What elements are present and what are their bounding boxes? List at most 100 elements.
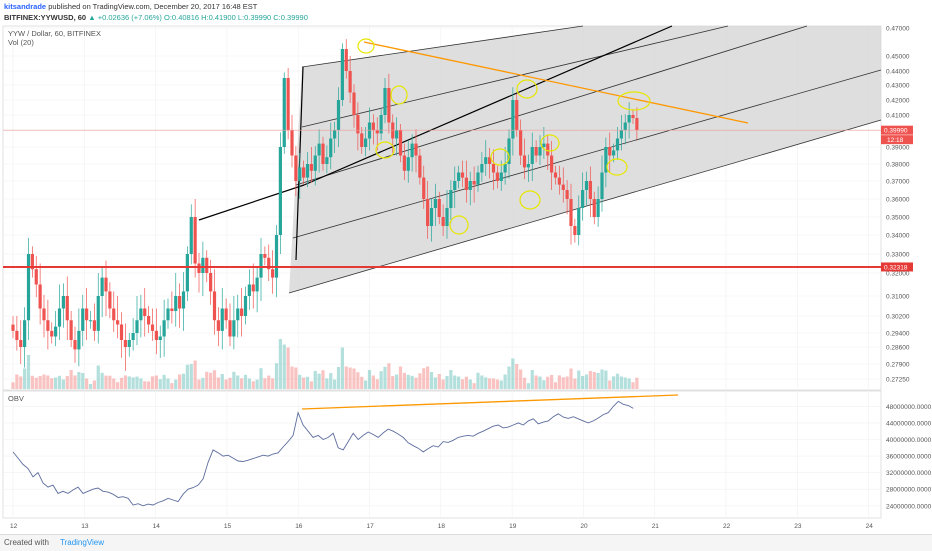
volume-bar bbox=[584, 374, 589, 389]
candle-body bbox=[453, 181, 457, 190]
price-tick-label: 0.45000 bbox=[886, 54, 910, 61]
candle-body bbox=[581, 190, 585, 208]
candle-body bbox=[519, 130, 523, 156]
volume-bar bbox=[282, 344, 286, 389]
volume-bar bbox=[429, 372, 434, 389]
volume-bar bbox=[131, 377, 135, 389]
candle-body bbox=[596, 199, 600, 217]
candle-body bbox=[278, 147, 282, 235]
volume-bar bbox=[69, 370, 73, 389]
publish-header: kitsandrade published on TradingView.com… bbox=[0, 0, 932, 26]
candle-body bbox=[356, 115, 360, 134]
price-tick-label: 0.41000 bbox=[886, 113, 910, 120]
symbol-label: BITFINEX:YYWUSD, 60 bbox=[4, 13, 87, 22]
volume-bar bbox=[398, 366, 403, 389]
publish-info: published on TradingView.com, December 2… bbox=[48, 2, 258, 11]
candle-body bbox=[476, 172, 480, 185]
candle-body bbox=[565, 190, 569, 199]
tradingview-logo-link[interactable]: TradingView bbox=[60, 538, 105, 547]
volume-bar bbox=[108, 375, 112, 389]
candle-body bbox=[340, 49, 344, 100]
candle-body bbox=[220, 308, 224, 331]
countdown-badge bbox=[881, 135, 913, 145]
volume-bar bbox=[236, 375, 240, 389]
obv-trendline bbox=[301, 394, 679, 410]
volume-bar bbox=[205, 371, 209, 389]
volume-bar bbox=[271, 378, 275, 389]
volume-bar bbox=[522, 377, 527, 389]
price-axis[interactable]: 0.47000 0.45000 0.44000 0.43000 0.42000 0.410… bbox=[886, 26, 910, 384]
candle-body bbox=[216, 320, 220, 331]
volume-bar bbox=[313, 370, 317, 389]
volume-bar bbox=[379, 371, 383, 389]
volume-bar bbox=[317, 373, 321, 389]
candle-body bbox=[119, 324, 124, 340]
volume-bar bbox=[65, 376, 69, 389]
countdown-label: 12:18 bbox=[887, 137, 904, 144]
price-tick-label: 0.38000 bbox=[886, 162, 910, 169]
volume-bar bbox=[627, 378, 631, 389]
candle-body bbox=[503, 164, 507, 173]
volume-bar bbox=[534, 375, 538, 389]
volume-bar bbox=[433, 377, 437, 389]
candle-body bbox=[274, 235, 279, 278]
obv-axis[interactable]: 48000000.0000 44000000.0000 40000000.0000 3… bbox=[886, 404, 932, 510]
last-price-label: 0.39990 bbox=[884, 128, 908, 135]
candle-body bbox=[69, 320, 73, 340]
candle-body bbox=[588, 181, 592, 199]
price-tick-label: 0.27250 bbox=[886, 377, 910, 384]
volume-bar bbox=[418, 373, 422, 389]
candle-body bbox=[255, 277, 259, 292]
candle-body bbox=[236, 308, 240, 321]
volume-bar bbox=[135, 376, 139, 389]
volume-bar bbox=[387, 363, 391, 389]
volume-bar bbox=[224, 379, 228, 389]
volume-bar bbox=[15, 374, 19, 389]
candle-body bbox=[131, 333, 135, 340]
footer-bar: Created with TradingView bbox=[0, 534, 932, 551]
price-tick-label: 0.39000 bbox=[886, 145, 910, 152]
volume-bar bbox=[538, 376, 542, 389]
volume-bar bbox=[267, 375, 271, 389]
volume-bar bbox=[569, 368, 573, 389]
volume-bar bbox=[290, 366, 294, 389]
volume-bar bbox=[577, 370, 581, 389]
volume-bar bbox=[422, 368, 426, 389]
volume-bar bbox=[612, 376, 616, 389]
candle-body bbox=[166, 308, 170, 321]
candle-body bbox=[360, 133, 364, 147]
candle-body bbox=[61, 296, 65, 309]
volume-bar bbox=[42, 374, 46, 389]
candle-body bbox=[305, 164, 310, 178]
candle-body bbox=[364, 138, 368, 147]
candle-body bbox=[313, 155, 317, 171]
volume-bar bbox=[26, 355, 31, 389]
volume-legend: Vol (20) bbox=[8, 38, 34, 47]
volume-bar bbox=[530, 370, 534, 389]
obv-tick-label: 44000000.0000 bbox=[886, 420, 932, 427]
candle-body bbox=[534, 147, 538, 156]
candle-body bbox=[77, 330, 81, 350]
time-axis[interactable]: 12 13 14 15 16 17 18 19 20 21 22 23 24 bbox=[10, 523, 873, 530]
volume-bar bbox=[85, 378, 89, 389]
volume-bar bbox=[348, 367, 352, 389]
price-tick-label: 0.36000 bbox=[886, 197, 910, 204]
volume-bar bbox=[278, 339, 282, 389]
volume-bar bbox=[592, 372, 596, 389]
candle-body bbox=[491, 164, 496, 173]
price-chart[interactable]: 0.47000 0.45000 0.44000 0.43000 0.42000 0.410… bbox=[0, 0, 932, 534]
candle-body bbox=[259, 254, 263, 278]
candle-body bbox=[298, 167, 302, 181]
author-link[interactable]: kitsandrade bbox=[4, 2, 47, 11]
volume-bar bbox=[565, 376, 569, 389]
candle-body bbox=[546, 143, 550, 156]
candle-body bbox=[50, 330, 54, 337]
candle-body bbox=[464, 177, 468, 190]
highlight-circle bbox=[390, 85, 408, 105]
volume-bar bbox=[34, 377, 38, 389]
volume-bar bbox=[123, 375, 127, 389]
price-tick-label: 0.35000 bbox=[886, 215, 910, 222]
candle-body bbox=[449, 190, 453, 208]
volume-bar bbox=[635, 377, 639, 389]
volume-bar bbox=[588, 371, 592, 389]
